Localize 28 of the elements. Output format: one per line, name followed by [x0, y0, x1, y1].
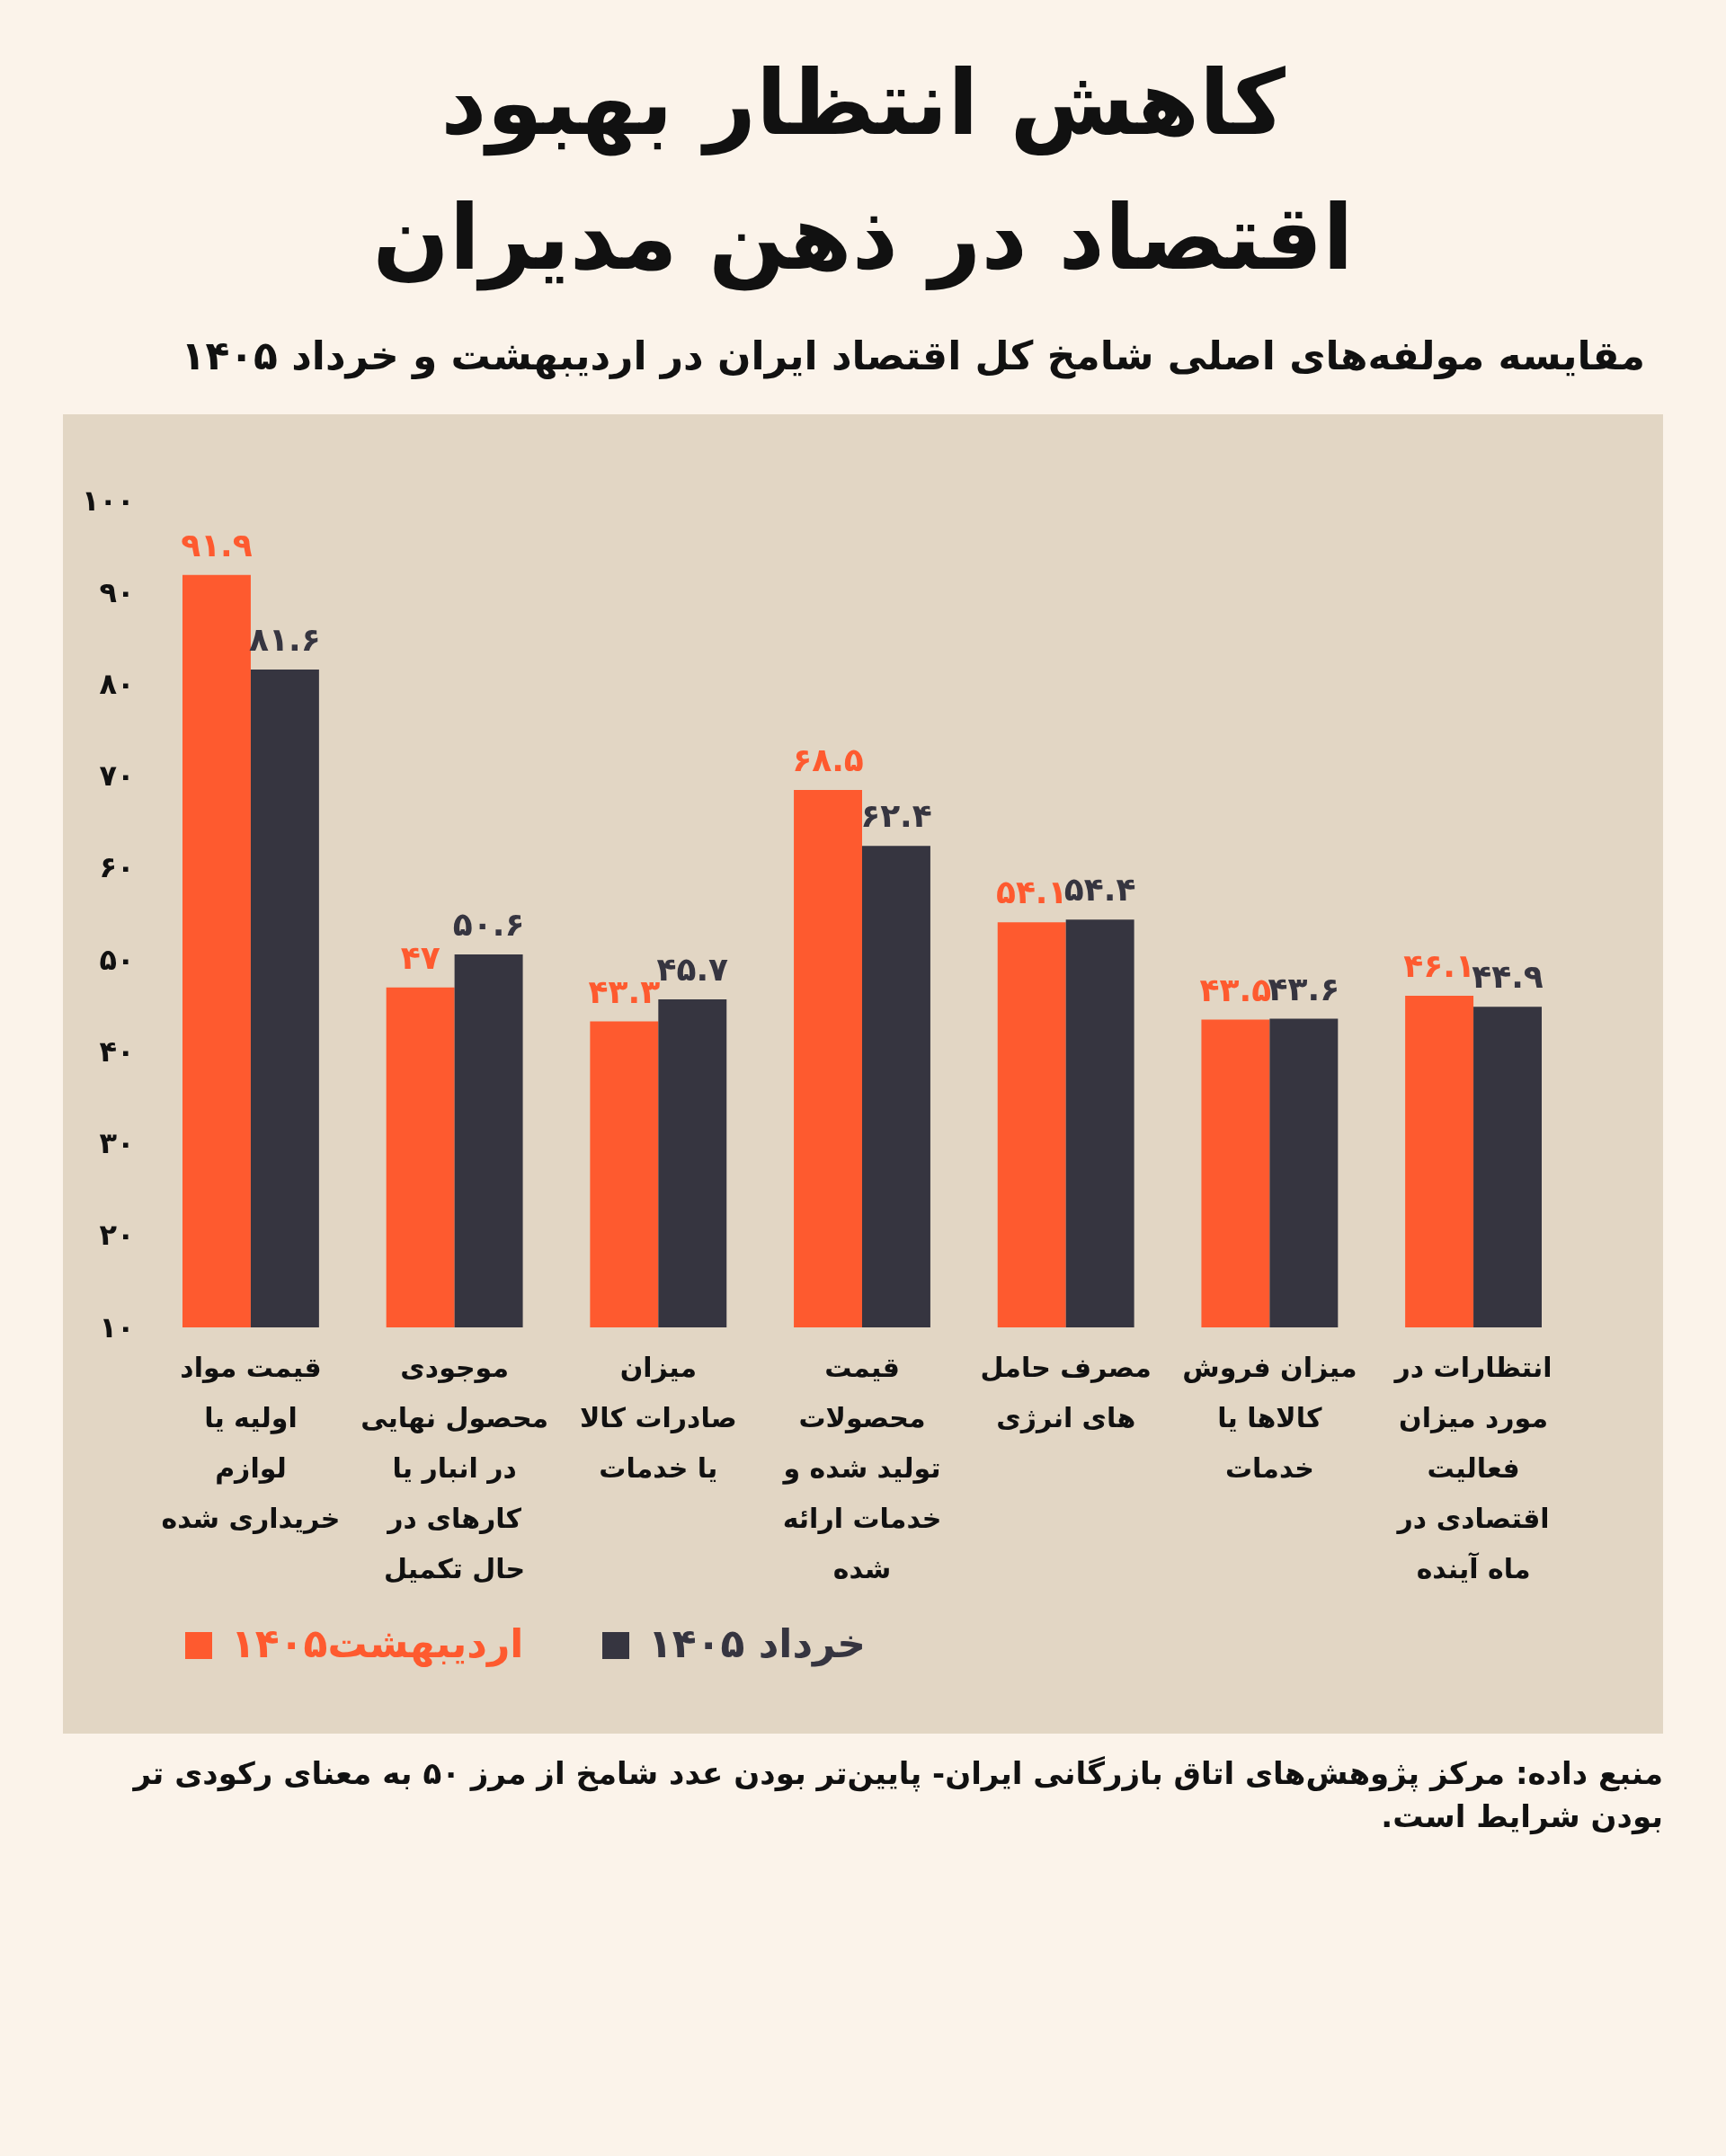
data-label: ۹۱.۹ [181, 526, 253, 563]
legend-label: خرداد ۱۴۰۵ [648, 1620, 867, 1667]
x-tick-label: موجودی محصول نهایی در انبار یا کارهای در حال تکمیل [360, 1351, 549, 1584]
x-tick-label: قیمت محصولات تولید شده و خدمات ارائه شده [781, 1351, 942, 1584]
y-tick-label: ۳۰ [99, 1126, 135, 1161]
x-tick-label: میزان صادرات کالا یا خدمات [579, 1351, 737, 1484]
x-tick-label: انتظارات در مورد میزان فعالیت اقتصادی در ماه آینده [1392, 1351, 1553, 1584]
y-tick-label: ۸۰ [99, 666, 135, 701]
y-tick-label: ۴۰ [99, 1034, 135, 1069]
x-tick-label: میزان فروش کالاها یا خدمات [1182, 1351, 1357, 1484]
chart-subtitle: مقایسه مولفه‌های اصلی شامخ کل اقتصاد ایران در اردیبهشت و خرداد ۱۴۰۵ [180, 333, 1645, 378]
data-label: ۵۰.۶ [452, 905, 525, 943]
legend-label: اردیبهشت۱۴۰۵ [231, 1620, 524, 1667]
y-tick-label: ۷۰ [99, 759, 135, 794]
data-label: ۶۲.۴ [860, 797, 932, 835]
y-tick-label: ۵۰ [99, 942, 135, 977]
data-label: ۴۷ [400, 938, 440, 976]
y-tick-label: ۹۰ [99, 574, 135, 609]
y-tick-label: ۲۰ [99, 1218, 135, 1253]
text: منبع داده: مرکز پژوهش‌های اتاق بازرگانی ایران- پایین‌تر بودن عدد شامخ از مرز ۵۰ به معنای رکودی تر بودن شرایط است. [131, 1754, 1663, 1837]
y-tick-label: ۱۰۰ [81, 483, 135, 518]
y-tick-label: ۶۰ [99, 850, 135, 885]
chart-title: کاهش انتظار بهبود اقتصاد در ذهن مدیران [371, 49, 1355, 293]
x-tick-label: قیمت مواد اولیه یا لوازم خریداری شده [161, 1351, 341, 1534]
y-tick-label: ۱۰ [99, 1309, 135, 1344]
x-tick-label: مصرف حامل های انرژی [980, 1351, 1152, 1433]
data-label: ۶۸.۵ [792, 741, 864, 778]
data-label: ۴۳.۶ [1268, 970, 1340, 1007]
